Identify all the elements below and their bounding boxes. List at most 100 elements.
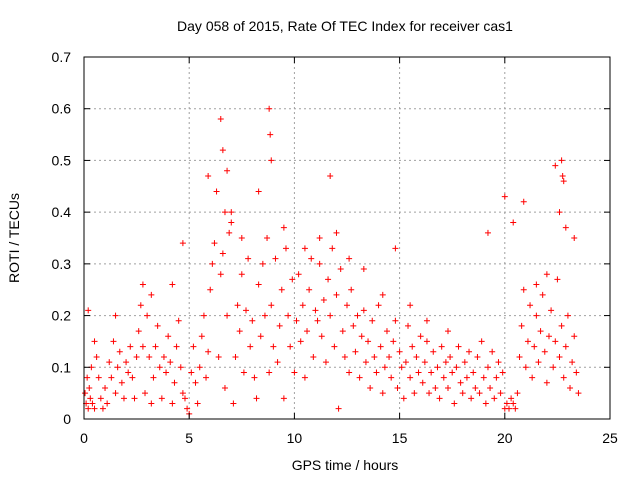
- data-point: [224, 312, 231, 319]
- data-point: [341, 353, 348, 360]
- data-point: [198, 333, 205, 340]
- data-point: [139, 281, 146, 288]
- data-point: [409, 343, 416, 350]
- grid-lines: [84, 57, 610, 419]
- data-point: [200, 312, 207, 319]
- data-point: [482, 400, 489, 407]
- x-tick-label: 0: [80, 430, 88, 446]
- data-point: [306, 286, 313, 293]
- data-point: [89, 400, 96, 407]
- data-point: [407, 302, 414, 309]
- data-point: [449, 369, 456, 376]
- data-point: [146, 353, 153, 360]
- data-point: [221, 384, 228, 391]
- data-point: [552, 162, 559, 169]
- data-point: [474, 353, 481, 360]
- data-point: [167, 359, 174, 366]
- data-point: [560, 178, 567, 185]
- data-point: [285, 312, 292, 319]
- data-point: [213, 188, 220, 195]
- data-point: [184, 405, 191, 412]
- data-point: [381, 364, 388, 371]
- data-point: [373, 369, 380, 376]
- data-point: [333, 291, 340, 298]
- data-point: [522, 364, 529, 371]
- data-point: [129, 374, 136, 381]
- data-point: [491, 395, 498, 402]
- data-point: [571, 333, 578, 340]
- data-point: [461, 359, 468, 366]
- data-point: [133, 353, 140, 360]
- data-point: [419, 379, 426, 386]
- data-point: [123, 359, 130, 366]
- data-point: [268, 302, 275, 309]
- data-point: [476, 390, 483, 397]
- data-point: [165, 333, 172, 340]
- data-point: [325, 276, 332, 283]
- data-point: [203, 374, 210, 381]
- data-point: [148, 291, 155, 298]
- data-point: [497, 390, 504, 397]
- data-point: [444, 328, 451, 335]
- data-point: [160, 353, 167, 360]
- data-point: [173, 343, 180, 350]
- data-point: [423, 338, 430, 345]
- data-point: [293, 317, 300, 324]
- data-point: [272, 255, 279, 262]
- data-point: [312, 307, 319, 314]
- data-point: [224, 167, 231, 174]
- data-point: [545, 333, 552, 340]
- data-point: [344, 302, 350, 309]
- plot-frame: [83, 56, 611, 420]
- data-point: [451, 400, 458, 407]
- data-point: [468, 395, 475, 402]
- data-point: [390, 338, 397, 345]
- data-point: [228, 219, 235, 226]
- data-point: [556, 209, 563, 216]
- data-point: [158, 395, 165, 402]
- y-tick-label: 0.5: [52, 152, 72, 168]
- data-point: [301, 374, 308, 381]
- data-point: [93, 353, 100, 360]
- data-point: [249, 317, 256, 324]
- data-point: [327, 312, 334, 319]
- data-point: [163, 369, 170, 376]
- data-point: [543, 271, 550, 278]
- data-point: [472, 384, 479, 391]
- data-point: [360, 266, 367, 273]
- data-point: [440, 374, 447, 381]
- data-point: [226, 229, 233, 236]
- data-point: [280, 395, 287, 402]
- data-point: [354, 312, 361, 319]
- data-point: [234, 302, 241, 309]
- data-point: [575, 390, 582, 397]
- data-point: [171, 379, 178, 386]
- data-point: [112, 390, 119, 397]
- data-point: [348, 286, 355, 293]
- data-point: [91, 405, 98, 412]
- data-point: [356, 374, 363, 381]
- data-point: [139, 343, 146, 350]
- data-point: [432, 384, 439, 391]
- data-point: [455, 343, 462, 350]
- data-point: [291, 369, 298, 376]
- data-point: [135, 328, 142, 335]
- data-point: [489, 348, 496, 355]
- data-point: [466, 348, 473, 355]
- data-point: [444, 384, 451, 391]
- data-point: [421, 359, 428, 366]
- data-point: [169, 281, 176, 288]
- data-point: [516, 353, 523, 360]
- data-point: [278, 286, 285, 293]
- data-point: [297, 338, 304, 345]
- data-point: [573, 369, 580, 376]
- data-point: [520, 198, 527, 205]
- data-point: [87, 395, 94, 402]
- data-point: [264, 235, 271, 241]
- data-point: [554, 276, 561, 283]
- data-point: [562, 343, 569, 350]
- data-point: [512, 405, 519, 412]
- data-point: [274, 359, 281, 366]
- data-point: [352, 348, 359, 355]
- data-point: [86, 384, 93, 391]
